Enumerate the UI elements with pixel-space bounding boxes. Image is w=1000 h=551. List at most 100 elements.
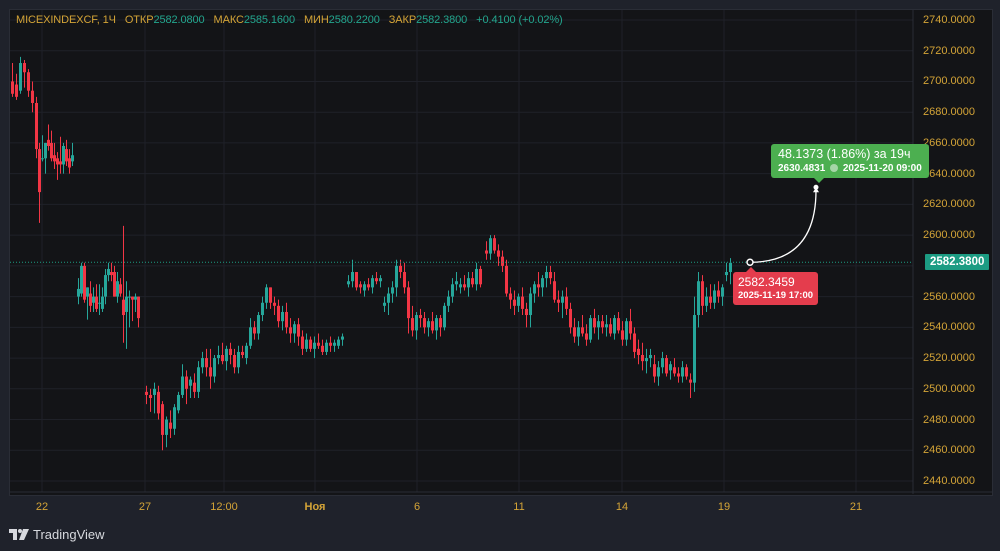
candle-body [447,296,450,306]
candle-body [423,318,426,328]
candle-body [693,315,696,383]
candle-body [435,318,438,331]
candle-body [709,296,712,303]
candle-body [347,281,350,285]
low-label: МИН [303,14,329,26]
candle-body [705,296,708,306]
candle-body [80,265,83,294]
candle-body [128,296,131,298]
candle-body [261,302,264,316]
candle-body [501,256,504,266]
time-tick: 22 [35,501,49,513]
price-tick: 2720.0000 [923,44,975,57]
forecast-target-info: 2630.4831 2025-11-20 09:00 [778,163,922,174]
candle-body [701,281,704,306]
candle-body [325,342,328,352]
candle-body [497,250,500,257]
candle-body [589,318,592,340]
candle-body [44,142,47,159]
candle-body [301,336,304,349]
forecast-source-time: 2025-11-19 17:00 [738,290,814,301]
candle-body [521,296,524,309]
candle-body [375,278,378,282]
candle-body [285,311,288,328]
symbol-legend: MICEXINDEXCF, 1Ч ОТКР2582.0800 МАКС2585.… [16,14,563,26]
time-tick: 11 [513,501,525,513]
candle-body [161,404,164,435]
candle-body [68,158,71,168]
candle-body [367,284,370,288]
candle-body [431,321,434,331]
time-tick: 6 [413,501,421,513]
candle-body [355,272,358,288]
candle-body [673,367,676,374]
tradingview-brand[interactable]: TradingView [9,527,105,542]
candle-body [59,161,62,165]
candle-body [717,290,720,297]
candle-body [419,315,422,319]
candle-body [11,81,14,94]
candle-body [697,281,700,316]
candle-body [729,262,732,273]
price-tick: 2680.0000 [923,106,975,119]
candle-body [27,72,30,91]
candle-body [110,272,113,276]
candle-body [71,155,74,162]
price-tick: 2440.0000 [923,475,975,487]
candle-body [134,296,137,300]
candle-body [341,336,344,340]
candle-body [119,284,122,294]
forecast-source-label[interactable]: 2582.3459 2025-11-19 17:00 [733,267,819,305]
price-tick: 2460.0000 [923,444,975,457]
candle-body [685,367,688,377]
candle-body [629,321,632,334]
candle-body [205,358,208,368]
candle-body [549,272,552,279]
candle-body [269,287,272,303]
candle-body [665,358,668,374]
candle-body [145,391,148,395]
candle-body [411,318,414,331]
candle-body [471,278,474,285]
clock-icon [830,164,839,172]
candle-body [463,284,466,288]
candle-body [253,327,256,334]
candle-body [153,388,156,395]
last-price-label: 2582.3800 [925,254,990,270]
candle-body [641,354,644,362]
candle-body [713,290,716,303]
price-tick: 2500.0000 [923,382,975,395]
candle-body [309,339,312,349]
low-value: 2580.2200 [328,14,380,26]
candle-body [645,358,648,362]
forecast-target-label[interactable]: 48.1373 (1.86%) за 19ч 2630.4831 2025-11… [771,144,929,183]
candle-body [107,268,110,276]
price-tick: 2560.0000 [923,290,975,303]
time-tick: 27 [138,501,152,513]
time-axis[interactable]: 22 27 12:00 Ноя 6 11 14 19 21 [10,494,913,522]
candle-body [113,272,116,297]
candle-body [137,296,140,319]
candle-body [609,324,612,334]
candle-body [31,90,34,103]
candle-body [41,158,44,160]
candle-body [585,333,588,340]
candle-body [633,333,636,352]
candle-body [305,339,308,349]
candle-body [657,367,660,377]
candle-body [149,394,152,399]
price-axis[interactable]: 2740.0000 2720.0000 2700.0000 2680.0000 2660… [913,0,993,487]
candle-body [561,296,564,303]
high-label: МАКС [213,14,244,26]
candle-body [451,284,454,297]
candle-body [173,407,176,429]
candle-body [122,299,125,316]
candle-body [317,342,320,346]
candle-body [289,327,292,334]
candle-body [233,354,236,368]
candle-body [337,339,340,346]
candle-body [169,422,172,429]
candle-body [407,287,410,319]
candle-body [50,142,53,159]
